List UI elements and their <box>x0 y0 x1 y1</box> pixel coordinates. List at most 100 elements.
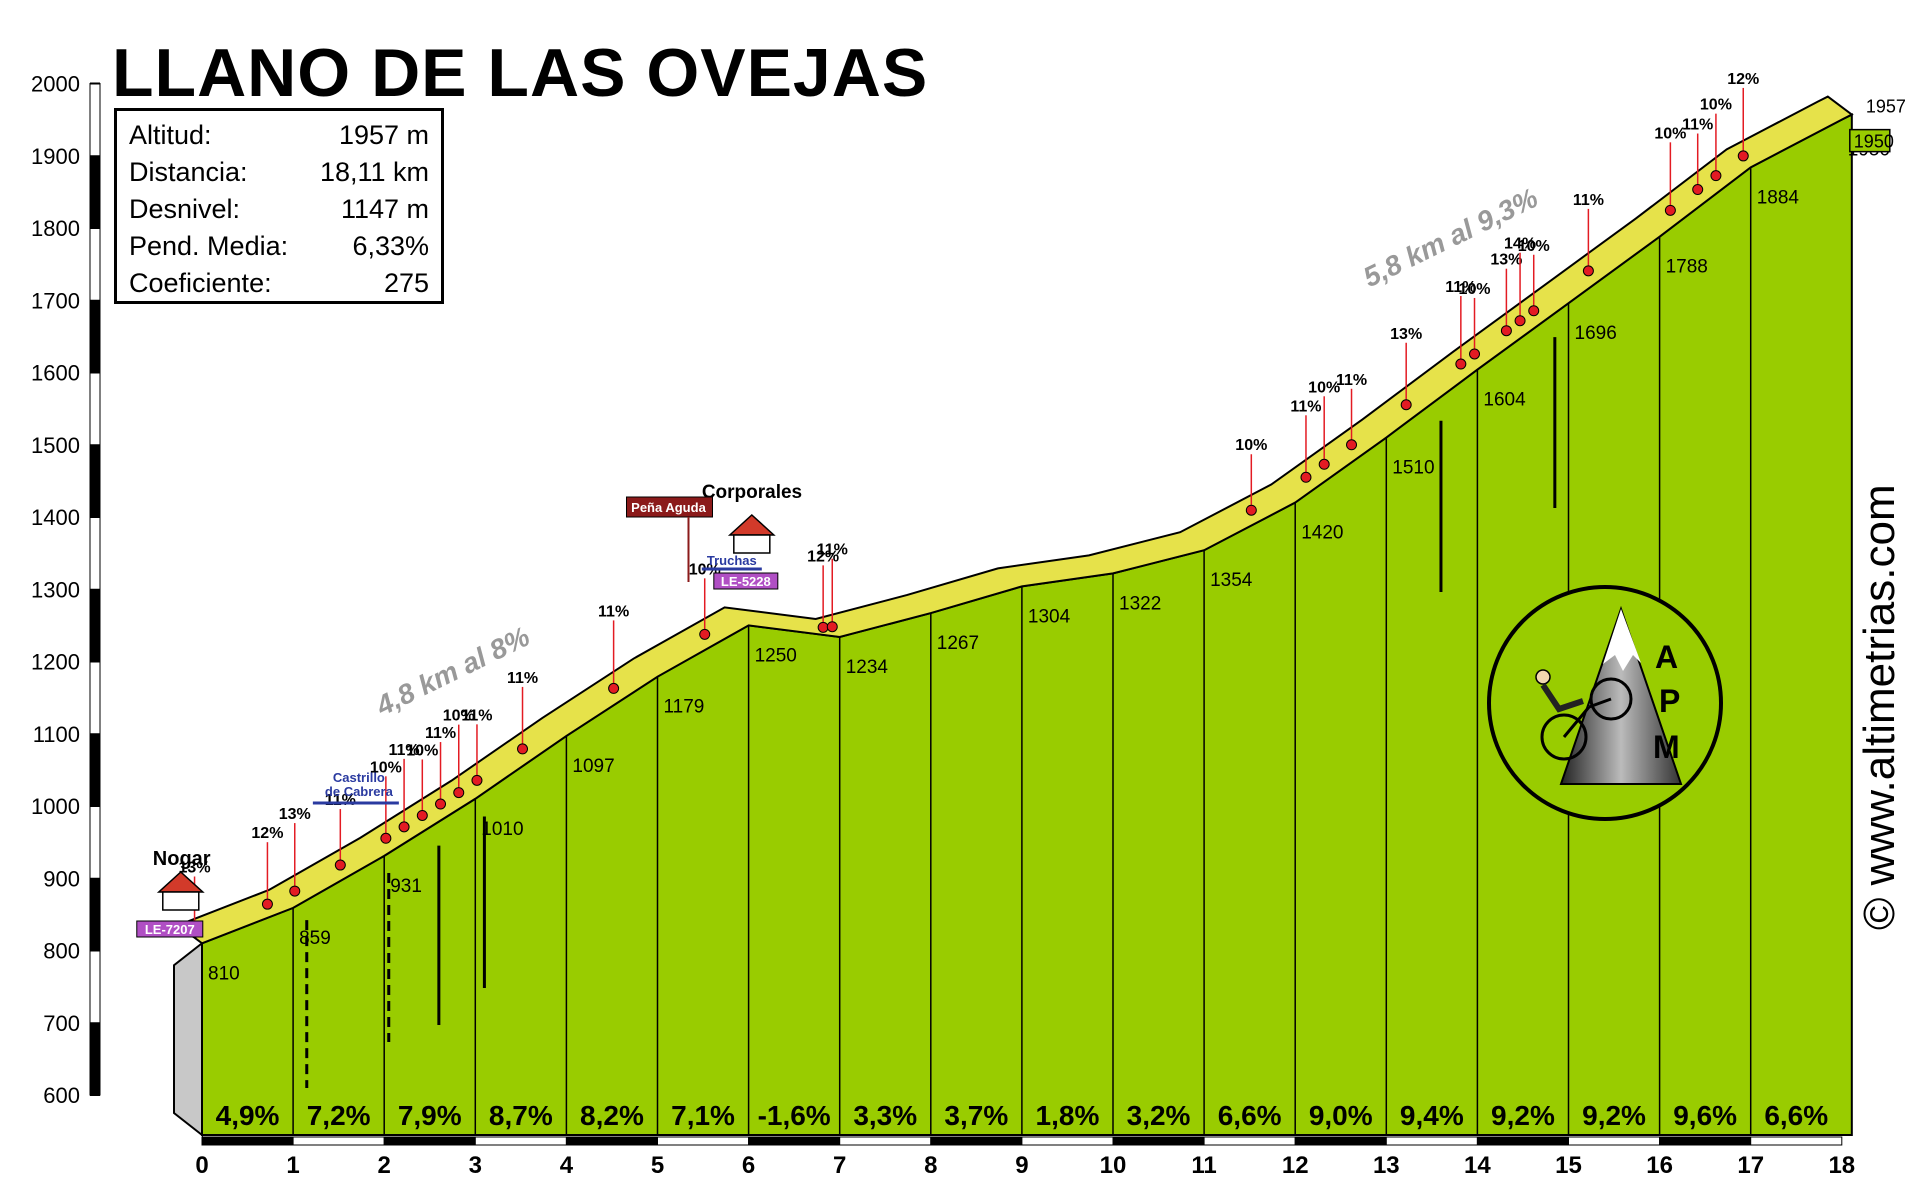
x-axis-segment <box>1203 1136 1296 1146</box>
x-tick-label: 4 <box>560 1152 574 1179</box>
steep-marker-dot <box>1245 504 1257 516</box>
y-tick-label: 1400 <box>31 505 80 530</box>
x-tick-label: 8 <box>924 1152 937 1179</box>
steep-gradient-label: 10% <box>443 708 475 725</box>
x-tick-label: 1 <box>286 1152 299 1179</box>
altitude-label: 1267 <box>937 633 979 654</box>
place-name-castrillo: Castrillo <box>333 770 385 785</box>
y-axis-segment <box>89 372 101 446</box>
x-axis-segment <box>1385 1136 1478 1146</box>
place-name-truchas: Truchas <box>707 553 757 568</box>
y-tick-label: 1500 <box>31 433 80 458</box>
x-tick-label: 7 <box>833 1152 846 1179</box>
steep-gradient-label: 10% <box>370 759 402 776</box>
final-altitude-label: 1950 <box>1854 132 1894 152</box>
y-tick-label: 1600 <box>31 361 80 386</box>
logo-letter-a: A <box>1655 639 1679 675</box>
y-axis-segment <box>89 516 101 590</box>
logo-letter-p: P <box>1659 683 1681 719</box>
x-axis-segment <box>1568 1136 1661 1146</box>
steep-gradient-label: 13% <box>1490 252 1522 269</box>
steep-marker-dot <box>1318 458 1330 470</box>
stat-value: 275 <box>383 268 429 298</box>
x-tick-label: 14 <box>1464 1152 1491 1179</box>
y-tick-label: 700 <box>43 1011 80 1036</box>
steep-gradient-label: 11% <box>389 742 420 759</box>
road-label-le5228: LE-5228 <box>721 574 771 589</box>
y-tick-label: 1100 <box>33 722 80 747</box>
y-axis-segment <box>89 877 101 951</box>
steep-gradient-label: 11% <box>1336 372 1367 389</box>
steep-marker-dot <box>1737 150 1749 162</box>
steep-gradient-label: 11% <box>598 603 629 620</box>
steep-gradient-label: 13% <box>279 806 311 823</box>
altitude-label: 1510 <box>1392 458 1434 479</box>
x-tick-label: 11 <box>1191 1152 1216 1179</box>
final-altitude-box <box>1849 128 1891 153</box>
x-axis-segment <box>292 1136 385 1146</box>
steep-gradient-label: 11% <box>325 792 356 809</box>
stat-label: Desnivel: <box>129 194 241 224</box>
y-axis-segment <box>89 733 101 807</box>
altitude-label: 1010 <box>481 819 523 840</box>
x-tick-label: 3 <box>469 1152 482 1179</box>
x-tick-label: 6 <box>742 1152 755 1179</box>
segment-gradient-label: 7,2% <box>307 1100 371 1131</box>
x-axis-segment <box>1476 1136 1570 1146</box>
stat-value: 6,33% <box>352 231 429 261</box>
y-tick-label: 1300 <box>31 577 80 602</box>
steep-marker-dot <box>517 743 529 755</box>
x-axis-segment <box>1294 1136 1387 1146</box>
steep-gradient-label: 11% <box>461 707 492 724</box>
house-icon-wall <box>733 534 771 554</box>
y-tick-label: 1800 <box>31 216 80 241</box>
y-tick-label: 800 <box>43 939 80 964</box>
altitude-label: 1354 <box>1210 570 1253 591</box>
altitude-label: 1179 <box>664 697 705 718</box>
segment-gradient-label: 7,9% <box>398 1100 462 1131</box>
steep-marker-dot <box>1664 204 1676 216</box>
steep-gradient-label: 10% <box>1458 281 1490 298</box>
stat-label: Coeficiente: <box>129 268 272 298</box>
steep-marker-dot <box>1400 399 1412 411</box>
pass-badge <box>625 496 713 518</box>
steep-gradient-label: 11% <box>1445 279 1476 296</box>
altitude-label: 1884 <box>1757 187 1800 208</box>
steep-marker-dot <box>453 787 465 799</box>
steep-marker-dot <box>1500 325 1512 337</box>
steep-marker-dot <box>608 682 620 694</box>
x-tick-label: 13 <box>1373 1152 1400 1179</box>
stat-row-distance: Distancia: 18,11 km <box>129 154 429 191</box>
segment-gradient-label: 3,2% <box>1127 1100 1191 1131</box>
mountain-cyclist-icon <box>1535 605 1683 785</box>
altitude-label: 1097 <box>572 756 614 777</box>
y-axis-segment <box>89 227 101 301</box>
stat-value: 1147 m <box>340 194 429 224</box>
steep-gradient-label: 10% <box>1700 97 1732 114</box>
altitude-label: 1420 <box>1301 523 1343 544</box>
x-tick-label: 18 <box>1828 1152 1855 1179</box>
x-tick-label: 12 <box>1282 1152 1309 1179</box>
segment-gradient-label: 4,9% <box>216 1100 280 1131</box>
stat-row-coefficient: Coeficiente: 275 <box>129 265 429 302</box>
segment-gradient-label: 9,6% <box>1673 1100 1737 1131</box>
stat-value: 18,11 km <box>319 157 429 187</box>
x-axis-segment <box>1112 1136 1205 1146</box>
steep-gradient-label: 11% <box>1682 117 1713 134</box>
stat-label: Pend. Media: <box>129 231 289 261</box>
segment-gradient-label: 8,7% <box>489 1100 553 1131</box>
steep-marker-dot <box>1514 315 1526 327</box>
y-tick-label: 2000 <box>31 72 80 97</box>
steep-gradient-label: 14% <box>1504 236 1536 253</box>
altitude-label: 1696 <box>1575 323 1617 344</box>
segment-gradient-label: 8,2% <box>580 1100 644 1131</box>
steep-marker-dot <box>1582 265 1594 277</box>
segment-gradient-label: 3,7% <box>944 1100 1008 1131</box>
altitude-label: 859 <box>299 928 331 949</box>
peak-altitude-label: 1957 <box>1866 97 1906 117</box>
steep-gradient-label: 11% <box>507 670 538 687</box>
y-axis-segment <box>89 805 101 879</box>
y-axis-segment <box>89 83 101 157</box>
y-axis-segment <box>89 444 101 518</box>
